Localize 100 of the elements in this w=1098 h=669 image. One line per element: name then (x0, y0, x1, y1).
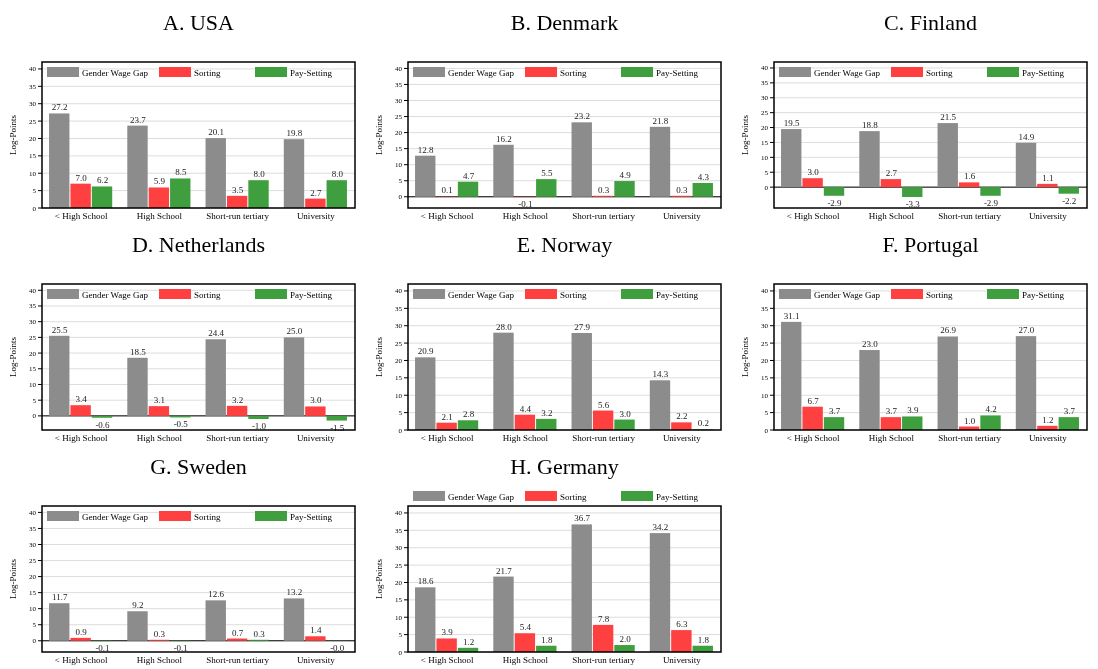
chart-title: C. Finland (884, 10, 977, 35)
data-label: 34.2 (652, 522, 669, 533)
x-tick-label: < High School (420, 211, 474, 221)
data-label: 3.0 (619, 408, 632, 419)
data-label: 19.5 (783, 118, 801, 129)
data-label: 0.3 (253, 628, 266, 639)
chart-title: F. Portugal (882, 232, 979, 257)
data-label: 25.5 (51, 324, 69, 335)
data-label: 0.3 (598, 184, 610, 195)
data-label: 20.9 (417, 346, 435, 357)
data-label: 1.2 (1042, 414, 1054, 425)
data-label: 19.8 (286, 128, 303, 139)
x-tick-label: Short-run tertiary (572, 211, 636, 221)
legend-label: Gender Wage Gap (82, 511, 149, 522)
x-tick-label: University (1028, 433, 1068, 443)
x-tick-label: High School (868, 211, 915, 221)
legend-label: Gender Wage Gap (814, 289, 881, 300)
data-label: 18.5 (130, 346, 147, 357)
data-label: 3.7 (885, 406, 898, 417)
y-axis-title: Log-Points (374, 336, 384, 378)
data-label: 25.0 (286, 326, 303, 337)
x-tick-label: High School (502, 655, 549, 665)
data-label: 23.0 (862, 339, 879, 350)
data-label: 3.2 (232, 394, 244, 405)
legend-label: Sorting (560, 289, 587, 300)
x-tick-label: University (296, 655, 336, 665)
data-label: 5.6 (598, 399, 610, 410)
y-axis-title: Log-Points (8, 114, 18, 156)
chart-title: E. Norway (516, 232, 613, 257)
data-label: -2.2 (1062, 195, 1077, 206)
data-label: -3.3 (905, 198, 921, 209)
legend-label: Pay-Setting (290, 511, 333, 522)
x-tick-label: < High School (54, 211, 108, 221)
legend-label: Gender Wage Gap (82, 289, 149, 300)
legend-label: Gender Wage Gap (82, 67, 149, 78)
x-tick-label: Short-run tertiary (206, 655, 270, 665)
x-tick-label: Short-run tertiary (938, 433, 1002, 443)
data-label: -2.9 (983, 197, 999, 208)
x-tick-label: University (662, 655, 702, 665)
x-tick-label: Short-run tertiary (572, 433, 636, 443)
x-tick-label: Short-run tertiary (206, 433, 270, 443)
legend-label: Gender Wage Gap (448, 491, 515, 502)
x-tick-label: < High School (54, 655, 108, 665)
data-label: 3.7 (1063, 406, 1076, 417)
data-label: 2.7 (310, 187, 322, 198)
data-label: 6.7 (807, 395, 820, 406)
data-label: 1.4 (310, 625, 322, 636)
data-label: 12.8 (417, 144, 435, 155)
data-label: 3.0 (807, 167, 820, 178)
data-label: 13.2 (286, 587, 303, 598)
x-tick-label: < High School (786, 211, 840, 221)
data-label: 2.7 (885, 168, 898, 179)
legend-label: Sorting (926, 67, 953, 78)
data-label: -2.9 (827, 197, 843, 208)
y-axis-title: Log-Points (8, 558, 18, 600)
legend-label: Gender Wage Gap (814, 67, 881, 78)
y-axis-title: Log-Points (740, 336, 750, 378)
legend-label: Sorting (194, 511, 221, 522)
data-label: 1.6 (964, 171, 976, 182)
data-label: 24.4 (208, 328, 225, 339)
data-label: 6.2 (96, 175, 109, 186)
chart-title: G. Sweden (150, 454, 247, 479)
data-label: 4.7 (462, 170, 475, 181)
data-label: 8.0 (331, 169, 344, 180)
data-label: 4.3 (697, 171, 710, 182)
data-label: 7.0 (75, 172, 88, 183)
data-label: 21.8 (652, 115, 669, 126)
data-label: -0.1 (173, 643, 188, 654)
x-tick-label: University (296, 433, 336, 443)
x-tick-label: < High School (54, 433, 108, 443)
data-label: 1.1 (1042, 172, 1054, 183)
x-tick-label: Short-run tertiary (206, 211, 270, 221)
legend-label: Pay-Setting (1022, 67, 1065, 78)
x-tick-label: < High School (420, 655, 474, 665)
data-label: 0.2 (697, 418, 709, 429)
data-label: 2.1 (441, 411, 453, 422)
data-label: 4.2 (985, 404, 997, 415)
chart-title: D. Netherlands (131, 232, 266, 257)
x-tick-label: High School (136, 655, 183, 665)
y-axis-title: Log-Points (8, 336, 18, 378)
data-label: 20.1 (208, 127, 225, 138)
data-label: 31.1 (783, 310, 800, 321)
x-tick-label: High School (502, 211, 549, 221)
data-label: 14.9 (1018, 131, 1035, 142)
data-label: 6.3 (676, 619, 688, 630)
data-label: 2.2 (676, 411, 688, 422)
data-label: 1.2 (462, 636, 475, 647)
data-label: 3.1 (153, 395, 165, 406)
x-tick-label: < High School (786, 433, 840, 443)
legend-label: Pay-Setting (656, 491, 699, 502)
data-label: -0.0 (330, 642, 345, 653)
data-label: 23.2 (574, 111, 591, 122)
data-label: 16.2 (496, 133, 512, 144)
legend-label: Gender Wage Gap (448, 289, 515, 300)
data-label: 27.2 (51, 102, 68, 113)
legend-label: Sorting (194, 67, 221, 78)
chart-title: A. USA (163, 10, 235, 35)
legend-label: Pay-Setting (656, 289, 699, 300)
data-label: -0.5 (173, 419, 189, 430)
data-label: 0.3 (676, 184, 688, 195)
